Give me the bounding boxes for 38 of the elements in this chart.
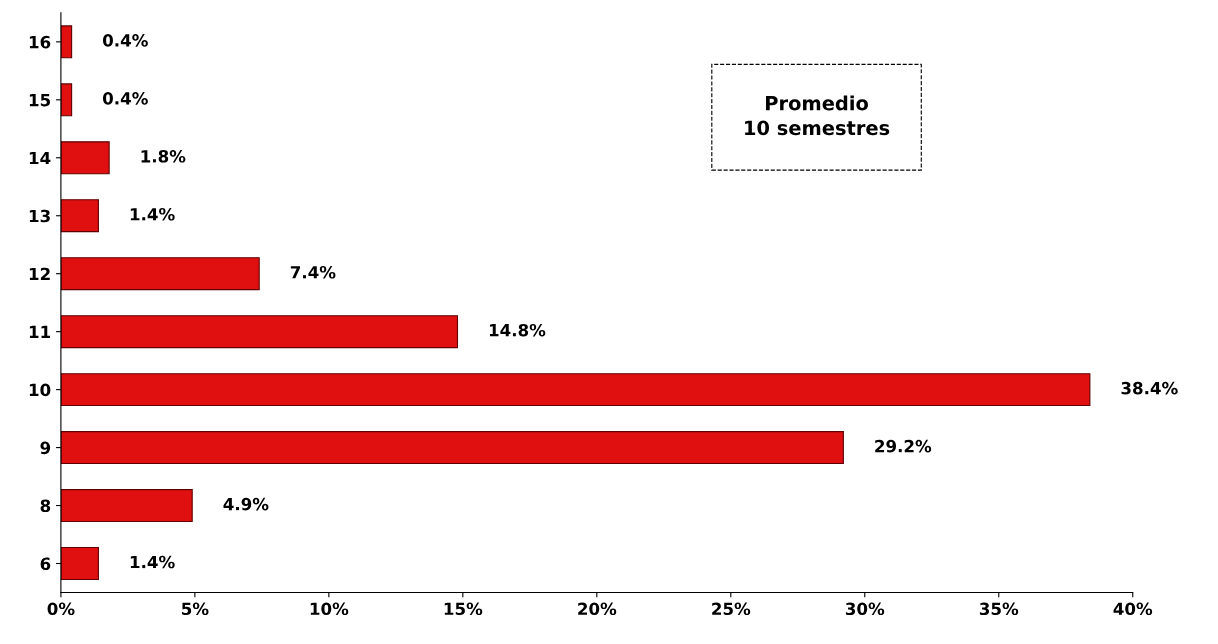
y-tick-label: 9 [40, 441, 51, 455]
data-label: 38.4% [1121, 381, 1178, 395]
x-tick-label: 40% [1113, 602, 1153, 616]
y-tick-label: 8 [40, 499, 51, 513]
bar [60, 373, 1091, 407]
bar [60, 489, 193, 523]
data-label: 1.4% [130, 207, 175, 221]
bar [60, 199, 99, 233]
data-label: 7.4% [290, 265, 336, 279]
bar [60, 547, 99, 580]
x-tick-label: 30% [845, 602, 885, 616]
data-label: 4.9% [223, 497, 269, 511]
x-tick-label: 10% [310, 602, 349, 616]
y-tick-label: 11 [29, 325, 51, 338]
data-label: 0.4% [102, 92, 148, 105]
data-label: 1.8% [141, 150, 186, 163]
y-tick-label: 15 [29, 94, 51, 107]
data-label: 0.4% [102, 34, 148, 47]
annotation: Promedio 10 semestres [745, 95, 890, 136]
y-tick-label: 10 [29, 383, 51, 397]
x-tick-label: 25% [712, 602, 751, 616]
y-tick-label: 13 [29, 209, 50, 223]
data-label: 14.8% [489, 323, 546, 337]
data-label: 1.4% [130, 555, 175, 569]
bar [60, 315, 459, 349]
x-tick-label: 5% [182, 602, 209, 616]
y-tick-label: 16 [29, 35, 51, 49]
bar [60, 431, 844, 465]
y-tick-label: 6 [40, 557, 51, 571]
data-label: 29.2% [875, 439, 932, 453]
y-tick-label: 14 [29, 151, 51, 165]
x-tick-label: 0% [47, 602, 75, 616]
bar [60, 257, 260, 291]
x-tick-label: 20% [578, 602, 617, 616]
bar [60, 141, 110, 175]
y-tick-label: 12 [29, 267, 50, 281]
x-tick-label: 15% [444, 602, 483, 616]
x-tick-label: 35% [979, 602, 1019, 616]
